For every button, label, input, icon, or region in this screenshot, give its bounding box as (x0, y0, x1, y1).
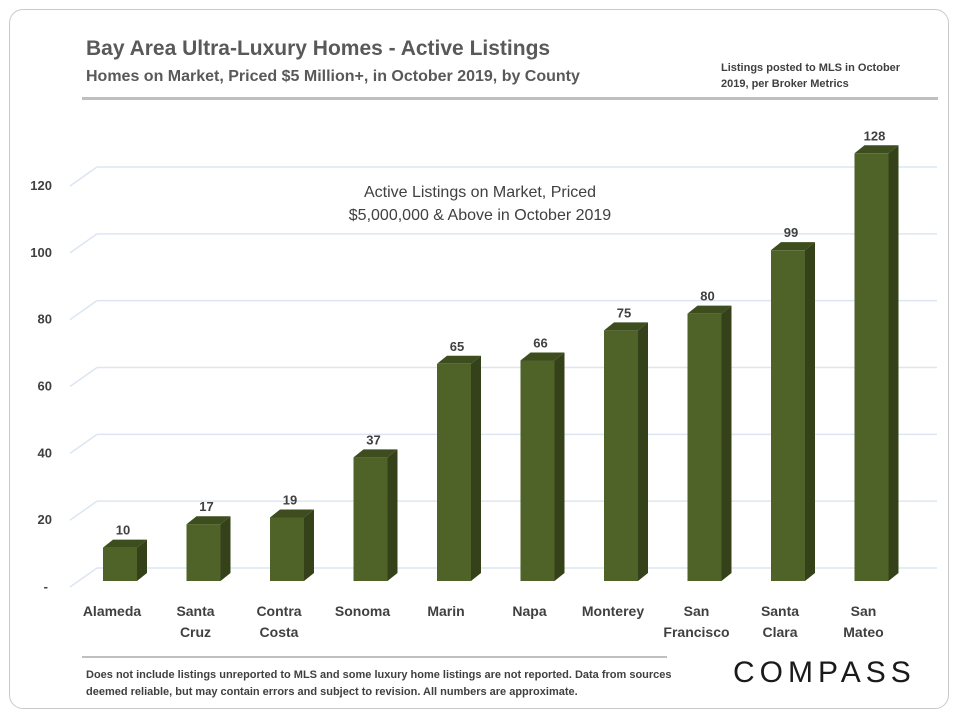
gridline-slant (69, 567, 98, 588)
x-tick-label: Costa (260, 624, 299, 640)
x-tick-label: San (684, 603, 710, 619)
bar-top (520, 352, 565, 361)
x-tick-label: Marin (427, 603, 464, 619)
bar-side (721, 305, 732, 581)
bar-side (220, 516, 231, 581)
bar (437, 363, 471, 581)
data-label: 37 (366, 432, 380, 447)
footnote: Does not include listings unreported to … (86, 669, 672, 698)
gridline-slant (69, 233, 98, 254)
bar (103, 547, 137, 581)
x-tick-label: Clara (762, 624, 797, 640)
gridline-slant (69, 300, 98, 321)
y-tick-label: - (44, 579, 48, 594)
chart-subtitle: Homes on Market, Priced $5 Million+, in … (86, 68, 580, 85)
bar-top (687, 305, 732, 314)
bar-top (437, 355, 481, 364)
x-tick-label: Francisco (663, 624, 729, 640)
y-tick-label: 100 (30, 245, 52, 260)
x-tick-label: Cruz (180, 624, 211, 640)
data-label: 17 (199, 499, 213, 514)
bar (186, 524, 221, 581)
y-tick-label: 80 (38, 312, 52, 327)
x-tick-label: Santa (761, 603, 799, 619)
bar-side (805, 242, 815, 582)
x-tick-label: Contra (256, 603, 301, 619)
data-label: 10 (116, 523, 130, 538)
data-label: 99 (784, 225, 798, 240)
gridline-slant (69, 166, 98, 187)
x-tick-label: Monterey (582, 603, 644, 619)
bar-side (888, 145, 899, 581)
y-tick-label: 20 (38, 512, 52, 527)
footer-divider (82, 656, 667, 658)
bar-side (554, 352, 565, 581)
bar (687, 313, 722, 581)
bar-top (353, 449, 398, 458)
data-label: 65 (450, 339, 464, 354)
annotation-text: $5,000,000 & Above in October 2019 (349, 207, 612, 224)
annotation-box (320, 176, 640, 232)
bar-side (137, 539, 147, 581)
bar-top (186, 516, 231, 525)
bar-top (604, 322, 648, 331)
gridline-slant (69, 500, 98, 521)
bar (854, 153, 889, 581)
bar-side (387, 449, 398, 581)
data-label: 19 (283, 493, 297, 508)
x-tick-label: Santa (176, 603, 214, 619)
x-tick-label: Mateo (843, 624, 883, 640)
bar-side (638, 322, 648, 581)
bar (604, 330, 638, 581)
x-tick-label: San (851, 603, 877, 619)
bar-top (854, 145, 899, 154)
y-tick-label: 60 (38, 379, 52, 394)
bar-side (304, 509, 314, 581)
gridline-slant (69, 433, 98, 454)
bar (520, 360, 555, 581)
bar-top (270, 509, 314, 518)
y-tick-label: 120 (30, 178, 52, 193)
data-label: 75 (617, 305, 631, 320)
annotation-text: Active Listings on Market, Priced (364, 184, 596, 201)
bar (270, 517, 304, 581)
gridline-slant (69, 366, 98, 388)
data-label: 128 (864, 128, 886, 143)
x-tick-label: Sonoma (335, 603, 390, 619)
header-divider (82, 97, 938, 100)
compass-logo: COMPASS (733, 656, 916, 689)
bar (353, 457, 388, 581)
x-tick-label: Alameda (83, 603, 142, 619)
chart-title: Bay Area Ultra-Luxury Homes - Active Lis… (86, 37, 551, 60)
bar-side (471, 355, 481, 581)
y-tick-label: 40 (38, 445, 52, 460)
bar-top (103, 539, 147, 548)
x-tick-label: Napa (512, 603, 546, 619)
data-label: 80 (700, 289, 714, 304)
data-label: 66 (533, 335, 547, 350)
bar-top (771, 242, 815, 251)
source-note: Listings posted to MLS in October 2019, … (721, 62, 901, 90)
bar (771, 250, 805, 582)
